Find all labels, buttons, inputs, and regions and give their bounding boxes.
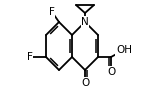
Text: O: O xyxy=(107,67,115,77)
Text: F: F xyxy=(27,52,33,62)
Text: F: F xyxy=(49,7,55,17)
Text: O: O xyxy=(81,78,89,88)
Text: OH: OH xyxy=(116,45,132,55)
Text: N: N xyxy=(81,17,89,27)
